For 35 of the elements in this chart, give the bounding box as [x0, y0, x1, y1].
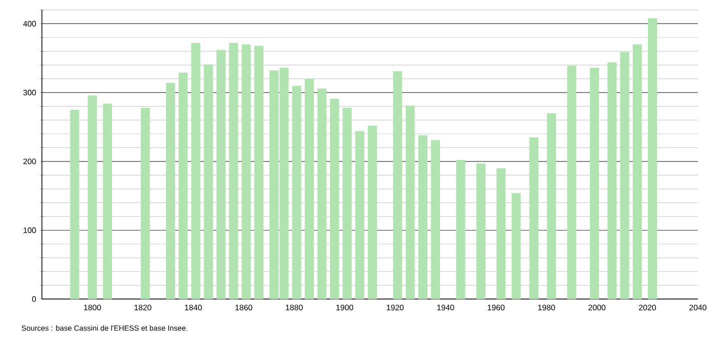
bar [292, 86, 302, 300]
bar [456, 160, 466, 300]
bar [242, 44, 251, 300]
bar [216, 50, 226, 300]
bar [368, 126, 377, 300]
bar [393, 71, 402, 300]
bar [102, 104, 112, 300]
bar [476, 163, 486, 300]
bar [229, 43, 238, 300]
bar [496, 168, 506, 300]
bar [608, 62, 617, 300]
bar [512, 193, 521, 300]
bar [178, 72, 188, 300]
bar [620, 52, 630, 300]
bar [648, 18, 657, 300]
bar [567, 66, 576, 300]
bar [204, 64, 213, 300]
bar [546, 113, 556, 300]
bar [140, 108, 150, 300]
bar [430, 140, 440, 300]
bar [355, 131, 364, 300]
bar [330, 98, 340, 300]
bar [529, 137, 538, 300]
bar [70, 110, 80, 300]
bar [304, 78, 314, 300]
bar [590, 68, 599, 300]
bar [418, 135, 428, 300]
bar [317, 88, 326, 300]
bar [254, 46, 264, 300]
bar [342, 108, 352, 300]
bar [191, 43, 200, 300]
bar [406, 106, 415, 300]
bar [632, 44, 642, 300]
bar [166, 82, 176, 300]
bar [88, 95, 97, 300]
